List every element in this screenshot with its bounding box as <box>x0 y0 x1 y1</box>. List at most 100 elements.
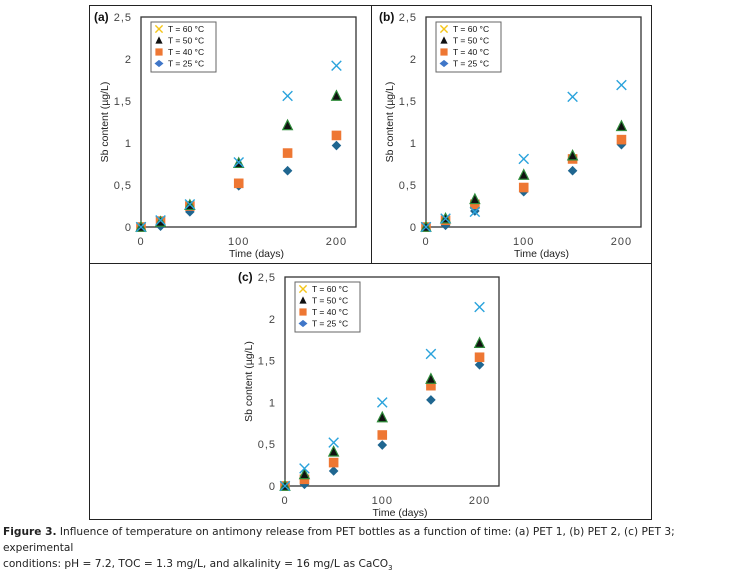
legend-label: T = 50 °C <box>312 296 348 306</box>
series-x <box>135 60 342 233</box>
data-point <box>469 192 481 205</box>
series-x <box>420 79 627 233</box>
data-point <box>426 380 436 391</box>
y-axis-label: Sb content (µg/L) <box>99 82 111 163</box>
y-tick-label: 2,5 <box>399 12 417 24</box>
panel-label: (c) <box>238 270 253 284</box>
y-tick-label: 1,5 <box>399 96 417 108</box>
data-point <box>327 445 340 457</box>
data-point <box>154 215 167 227</box>
data-point <box>331 140 342 151</box>
data-point <box>474 352 485 363</box>
legend-label: T = 50 °C <box>168 36 204 46</box>
y-tick-label: 1 <box>125 138 132 150</box>
legend-label: T = 25 °C <box>312 319 348 329</box>
data-point <box>233 178 244 189</box>
data-point <box>299 463 310 474</box>
legend: T = 60 °C T = 50 °CT = 40 °C T = 25 °C <box>435 21 502 73</box>
y-tick-label: 1,5 <box>258 356 276 368</box>
data-point <box>279 480 291 492</box>
caption-label: Figure 3. <box>3 526 57 538</box>
legend-label: T = 40 °C <box>168 47 204 57</box>
caption-subscript: 3 <box>388 564 393 573</box>
data-point <box>135 221 147 233</box>
data-point <box>330 89 343 101</box>
y-tick-label: 0 <box>410 222 417 234</box>
legend-marker-diamond <box>154 59 164 68</box>
x-tick-label: 200 <box>326 236 347 248</box>
data-point <box>517 168 530 180</box>
y-tick-label: 0,5 <box>258 439 276 451</box>
y-tick-label: 1 <box>410 138 417 150</box>
figure-frame <box>89 5 652 520</box>
panel-divider-horizontal <box>89 263 652 264</box>
panel-label: (a) <box>94 10 109 24</box>
x-axis-label: Time (days) <box>514 248 569 260</box>
data-point <box>377 440 388 450</box>
x-tick-label: 200 <box>469 495 490 507</box>
y-tick-label: 0 <box>269 481 276 493</box>
panel-label: (b) <box>379 10 394 24</box>
legend-label: T = 25 °C <box>168 59 204 69</box>
legend-marker-triangle <box>440 36 448 44</box>
data-point <box>518 182 529 193</box>
data-point <box>185 207 195 217</box>
legend-marker-x <box>439 24 449 34</box>
y-tick-label: 2,5 <box>258 272 276 284</box>
legend-label: T = 60 °C <box>453 24 489 34</box>
caption-text-line2: conditions: pH = 7.2, TOC = 1.3 mg/L, an… <box>3 558 389 570</box>
data-point <box>469 206 481 218</box>
data-point <box>331 130 342 141</box>
y-tick-label: 2 <box>269 314 276 326</box>
x-tick-label: 200 <box>611 236 632 248</box>
data-point <box>233 157 245 168</box>
legend-marker-square <box>299 308 307 316</box>
legend-label: T = 25 °C <box>453 59 489 69</box>
legend-label: T = 40 °C <box>312 307 348 317</box>
legend-marker-triangle <box>155 36 163 44</box>
legend-marker-x <box>154 24 164 34</box>
y-tick-label: 2,5 <box>114 12 132 24</box>
figure-caption: Figure 3. Influence of temperature on an… <box>3 524 743 576</box>
data-point <box>615 119 628 132</box>
data-point <box>282 148 293 158</box>
data-point <box>566 148 579 161</box>
data-point <box>616 134 627 145</box>
data-point <box>281 118 294 131</box>
series-x <box>279 301 485 492</box>
data-point <box>473 336 486 348</box>
panel-divider-vertical <box>371 5 372 263</box>
y-tick-label: 2 <box>125 54 132 66</box>
x-tick-label: 100 <box>513 236 534 248</box>
x-tick-label: 0 <box>137 236 144 248</box>
data-point <box>376 410 389 423</box>
legend-label: T = 50 °C <box>453 36 489 46</box>
data-point <box>328 437 339 448</box>
y-axis-label: Sb content (µg/L) <box>243 341 255 422</box>
data-point <box>616 79 627 91</box>
legend-label: T = 60 °C <box>168 24 204 34</box>
data-point <box>425 348 437 360</box>
y-tick-label: 0,5 <box>399 180 417 192</box>
y-tick-label: 0,5 <box>114 180 132 192</box>
y-axis-label: Sb content (µg/L) <box>384 82 396 163</box>
x-tick-label: 100 <box>372 495 393 507</box>
legend-label: T = 60 °C <box>312 284 348 294</box>
caption-text-line1: Influence of temperature on antimony rel… <box>3 526 675 554</box>
data-point <box>470 199 480 210</box>
legend-marker-diamond <box>439 59 449 68</box>
data-point <box>567 165 578 176</box>
data-point <box>282 165 293 176</box>
x-tick-label: 0 <box>422 236 429 248</box>
data-point <box>298 467 311 480</box>
data-point <box>420 221 432 233</box>
x-tick-label: 0 <box>281 495 288 507</box>
legend-marker-triangle <box>299 296 307 304</box>
legend: T = 60 °C T = 50 °CT = 40 °C T = 25 °C <box>150 21 217 73</box>
y-tick-label: 0 <box>125 222 132 234</box>
data-point <box>376 397 388 408</box>
data-point <box>299 474 310 485</box>
data-point <box>328 457 339 468</box>
data-point <box>331 60 342 72</box>
data-point <box>440 213 451 224</box>
